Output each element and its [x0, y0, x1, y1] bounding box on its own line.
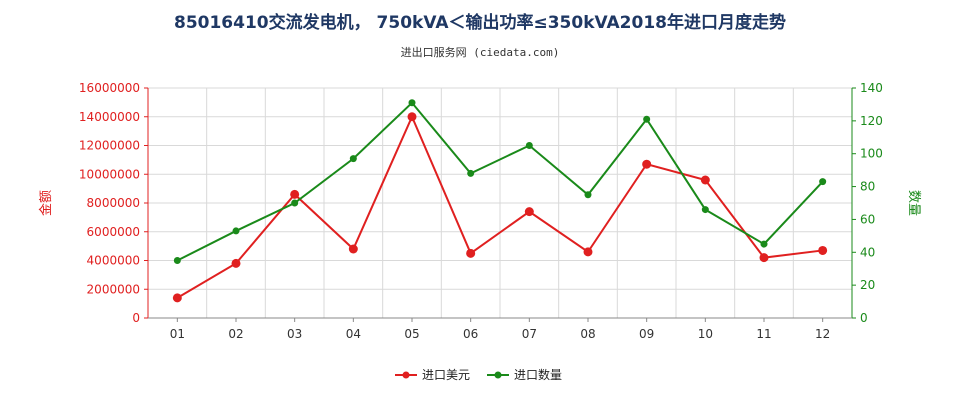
data-point-quantity: [349, 155, 357, 163]
x-tick-label: 10: [698, 327, 713, 341]
x-tick-label: 06: [463, 327, 478, 341]
legend-marker-2: [494, 371, 502, 379]
left-tick-label: 4000000: [87, 254, 140, 268]
x-tick-label: 12: [815, 327, 830, 341]
data-point-value: [642, 159, 652, 169]
right-tick-label: 80: [860, 180, 875, 194]
data-point-value: [466, 248, 476, 258]
x-tick-label: 08: [580, 327, 595, 341]
data-point-value: [407, 112, 417, 122]
series: [172, 99, 828, 303]
data-point-value: [818, 245, 828, 255]
data-point-quantity: [408, 99, 416, 107]
left-tick-label: 8000000: [87, 196, 140, 210]
left-tick-label: 2000000: [87, 282, 140, 296]
right-tick-label: 60: [860, 212, 875, 226]
x-tick-label: 02: [228, 327, 243, 341]
series-line-2: [176, 101, 824, 262]
left-tick-label: 0: [132, 311, 140, 325]
data-point-quantity: [291, 199, 299, 207]
data-point-value: [348, 244, 358, 254]
data-point-quantity: [819, 178, 827, 186]
legend-label-1: 进口美元: [422, 368, 470, 382]
data-point-quantity: [525, 142, 533, 149]
right-axis-title: 数量: [906, 190, 921, 216]
left-tick-label: 14000000: [79, 110, 140, 124]
data-point-quantity: [232, 227, 240, 235]
data-point-value: [172, 293, 182, 303]
data-point-quantity: [701, 206, 709, 214]
chart-subtitle: 进出口服务网 (ciedata.com): [400, 46, 560, 59]
chart-title: 85016410交流发电机， 750kVA＜输出功率≤350kVA2018年进口…: [173, 13, 786, 33]
right-tick-label: 100: [860, 147, 883, 161]
axes: 0200000040000006000000800000010000000120…: [38, 81, 921, 341]
data-point-quantity: [467, 169, 475, 177]
right-tick-label: 40: [860, 245, 875, 259]
data-point-value: [700, 175, 710, 185]
data-point-quantity: [584, 191, 592, 199]
right-tick-label: 0: [860, 311, 868, 325]
right-tick-label: 140: [860, 81, 883, 95]
left-tick-label: 12000000: [79, 139, 140, 153]
data-point-value: [583, 247, 593, 257]
data-point-quantity: [760, 240, 768, 248]
x-tick-label: 07: [522, 327, 537, 341]
left-tick-label: 6000000: [87, 225, 140, 239]
left-axis-title: 金额: [38, 190, 54, 216]
grid-lines: [147, 87, 853, 319]
x-tick-label: 11: [756, 327, 771, 341]
right-tick-label: 120: [860, 114, 883, 128]
data-point-value: [290, 189, 300, 199]
x-tick-label: 04: [346, 327, 361, 341]
x-tick-label: 01: [170, 327, 185, 341]
x-tick-label: 09: [639, 327, 654, 341]
left-tick-label: 16000000: [79, 81, 140, 95]
legend-label-2: 进口数量: [514, 367, 562, 382]
data-point-quantity: [173, 257, 181, 264]
series-line-1: [176, 114, 823, 299]
left-tick-label: 10000000: [79, 167, 140, 181]
x-tick-label: 03: [287, 327, 302, 341]
x-tick-label: 05: [404, 327, 419, 341]
legend-marker-1: [402, 371, 410, 379]
data-point-quantity: [643, 115, 651, 123]
right-tick-label: 20: [860, 278, 875, 292]
data-point-value: [759, 253, 769, 263]
data-point-value: [524, 207, 534, 217]
data-point-value: [231, 258, 241, 268]
legend: 进口美元 进口数量: [395, 367, 562, 382]
